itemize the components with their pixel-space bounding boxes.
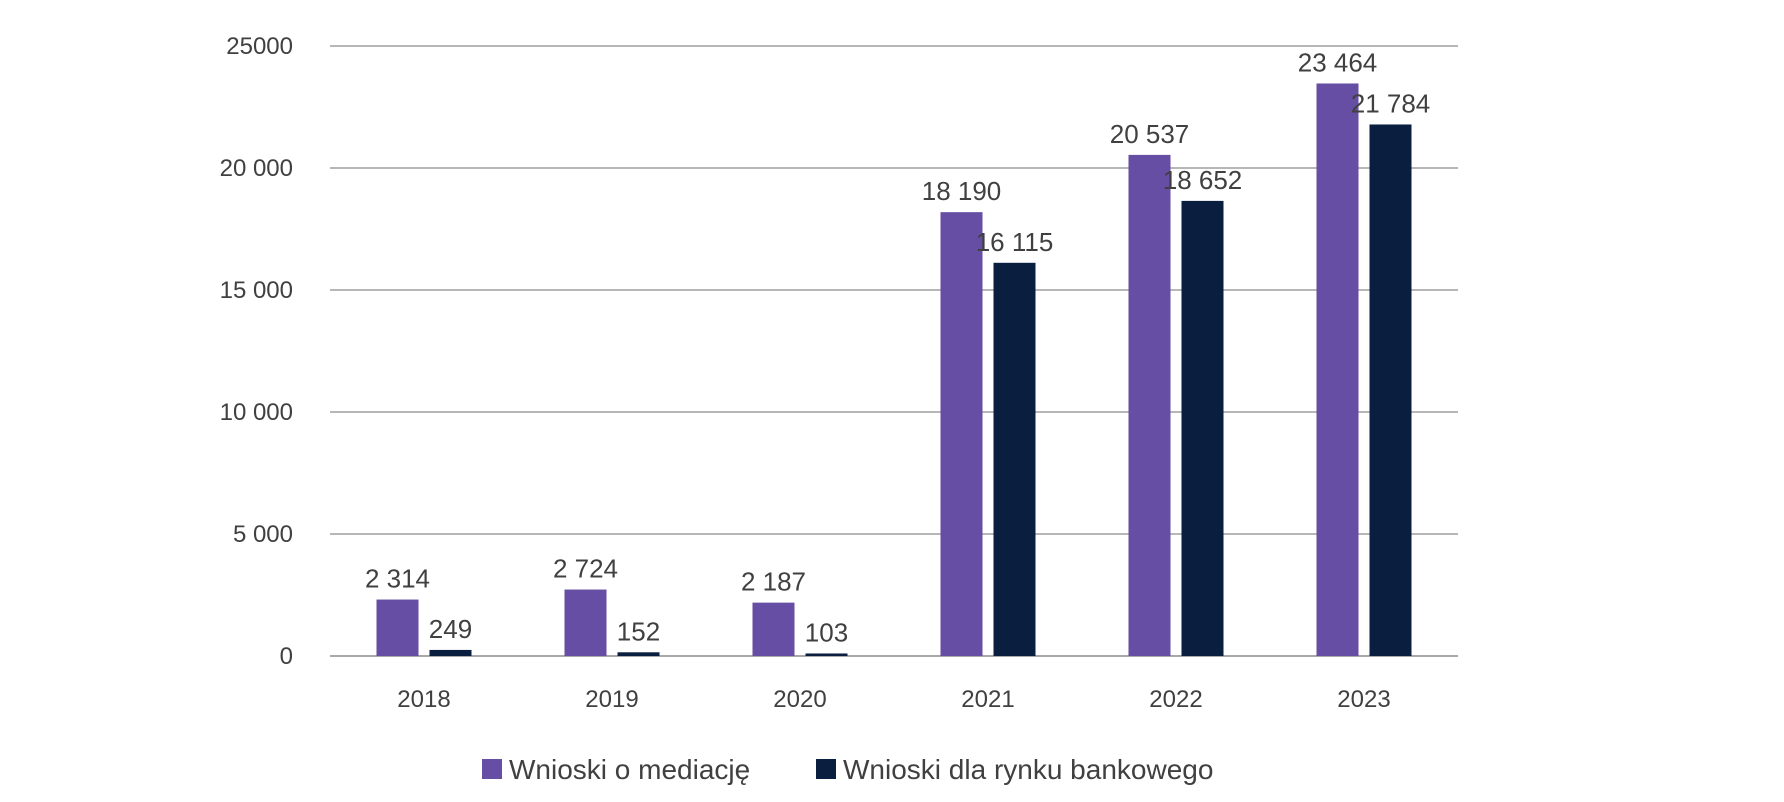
bar-mediation-requests bbox=[1128, 154, 1171, 656]
legend-label-banking: Wnioski dla rynku bankowego bbox=[843, 754, 1213, 785]
legend: Wnioski o mediację Wnioski dla rynku bank… bbox=[482, 754, 1213, 785]
data-label: 2 187 bbox=[741, 567, 806, 597]
data-label: 18 190 bbox=[922, 176, 1002, 206]
bar-mediation-requests bbox=[940, 212, 983, 656]
y-tick-label: 5 000 bbox=[233, 521, 293, 548]
bar-mediation-requests bbox=[752, 602, 795, 656]
y-tick-label: 20 000 bbox=[220, 155, 293, 182]
x-tick-label: 2022 bbox=[1149, 686, 1202, 713]
y-axis-tick-labels: 0 5 000 10 000 15 000 20 000 25000 bbox=[220, 33, 293, 670]
legend-swatch-banking bbox=[816, 759, 836, 779]
bar-mediation-requests bbox=[1316, 83, 1359, 657]
bars bbox=[376, 83, 1412, 657]
x-tick-label: 2019 bbox=[585, 686, 638, 713]
data-labels: 2 314 249 2 724 152 2 187 103 18 190 16 115 20 5… bbox=[365, 47, 1430, 647]
data-label: 2 314 bbox=[365, 564, 430, 594]
data-label: 2 724 bbox=[553, 554, 618, 584]
bar-mediation-requests bbox=[564, 589, 607, 656]
bar-banking-requests bbox=[993, 262, 1036, 656]
x-tick-label: 2020 bbox=[773, 686, 826, 713]
y-tick-label: 0 bbox=[280, 643, 293, 670]
bar-banking-requests bbox=[1181, 200, 1224, 656]
gridlines bbox=[330, 45, 1458, 657]
data-label: 16 115 bbox=[976, 227, 1054, 257]
x-tick-label: 2021 bbox=[961, 686, 1014, 713]
data-label: 20 537 bbox=[1110, 119, 1190, 149]
y-tick-label: 25000 bbox=[226, 33, 293, 60]
x-tick-label: 2018 bbox=[397, 686, 450, 713]
y-tick-label: 15 000 bbox=[220, 277, 293, 304]
x-tick-label: 2023 bbox=[1337, 686, 1390, 713]
bar-banking-requests bbox=[617, 652, 660, 656]
x-axis-tick-labels: 2018 2019 2020 2021 2022 2023 bbox=[397, 686, 1390, 713]
legend-label-mediation: Wnioski o mediację bbox=[509, 754, 750, 785]
y-tick-label: 10 000 bbox=[220, 399, 293, 426]
bar-banking-requests bbox=[805, 653, 848, 656]
legend-swatch-mediation bbox=[482, 759, 502, 779]
bar-mediation-requests bbox=[376, 599, 419, 656]
data-label: 152 bbox=[617, 616, 660, 646]
data-label: 23 464 bbox=[1298, 47, 1378, 77]
data-label: 249 bbox=[429, 614, 472, 644]
bar-banking-requests bbox=[429, 649, 472, 656]
bar-banking-requests bbox=[1369, 124, 1412, 656]
data-label: 103 bbox=[805, 617, 848, 647]
data-label: 18 652 bbox=[1163, 165, 1243, 195]
data-label: 21 784 bbox=[1351, 88, 1431, 118]
